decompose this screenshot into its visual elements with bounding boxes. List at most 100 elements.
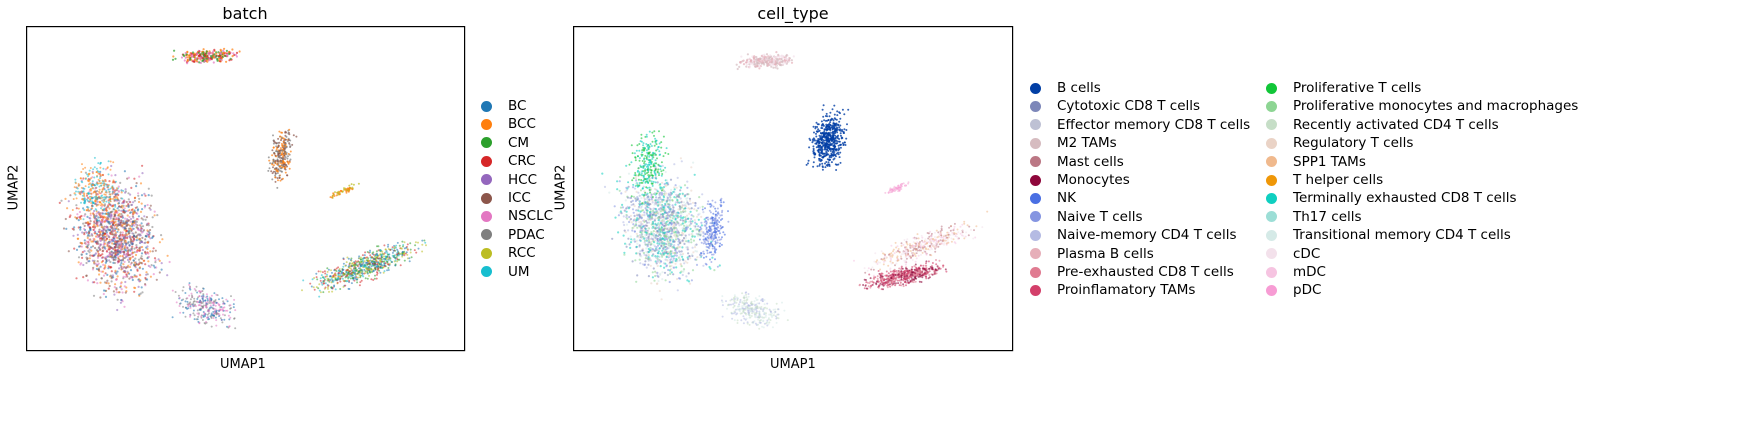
data-point bbox=[198, 61, 201, 64]
data-point bbox=[103, 239, 106, 242]
data-point bbox=[284, 171, 287, 174]
data-point bbox=[697, 225, 700, 228]
data-point bbox=[816, 139, 819, 142]
data-point bbox=[363, 260, 366, 263]
data-point bbox=[98, 247, 101, 250]
data-point bbox=[650, 194, 653, 197]
data-point bbox=[372, 270, 375, 273]
data-point bbox=[417, 247, 420, 250]
data-point bbox=[77, 183, 80, 185]
data-point bbox=[649, 264, 652, 267]
data-point bbox=[841, 130, 844, 133]
data-point bbox=[144, 241, 147, 244]
data-point bbox=[654, 256, 657, 259]
data-point bbox=[124, 210, 127, 213]
data-point bbox=[192, 309, 195, 312]
legend-item: BCC bbox=[481, 115, 536, 133]
data-point bbox=[631, 260, 634, 263]
data-point bbox=[115, 287, 118, 290]
data-point bbox=[101, 182, 104, 185]
legend-label: PDAC bbox=[508, 226, 545, 243]
data-point bbox=[215, 319, 218, 322]
data-point bbox=[824, 139, 827, 142]
data-point bbox=[96, 183, 99, 186]
data-point bbox=[884, 191, 887, 194]
data-point bbox=[133, 247, 136, 250]
data-point bbox=[694, 250, 697, 253]
data-point bbox=[838, 120, 841, 123]
data-point bbox=[140, 194, 144, 197]
data-point bbox=[94, 252, 98, 255]
data-point bbox=[194, 289, 197, 292]
data-point bbox=[113, 229, 116, 232]
data-point bbox=[109, 215, 112, 218]
data-point bbox=[121, 215, 124, 218]
data-point bbox=[785, 53, 788, 57]
data-point bbox=[623, 251, 626, 254]
legend-marker bbox=[481, 229, 492, 241]
data-point bbox=[147, 264, 150, 267]
data-point bbox=[289, 150, 292, 153]
data-point bbox=[674, 184, 677, 187]
data-point bbox=[128, 209, 131, 212]
data-point bbox=[838, 138, 841, 140]
data-point bbox=[58, 201, 61, 204]
data-point bbox=[312, 286, 315, 289]
data-point bbox=[225, 298, 228, 301]
data-point bbox=[278, 176, 281, 179]
data-point bbox=[363, 268, 366, 271]
legend-item: CM bbox=[481, 134, 529, 152]
data-point bbox=[99, 197, 102, 200]
data-point bbox=[769, 62, 772, 65]
data-point bbox=[117, 291, 120, 294]
data-point bbox=[315, 286, 318, 289]
data-point bbox=[336, 279, 339, 282]
data-point bbox=[209, 51, 212, 54]
data-point bbox=[701, 193, 704, 196]
data-point bbox=[843, 141, 846, 144]
data-point bbox=[112, 290, 115, 293]
data-point bbox=[894, 186, 897, 189]
data-point bbox=[369, 271, 372, 274]
data-point bbox=[144, 238, 147, 241]
data-point bbox=[389, 259, 392, 262]
data-point bbox=[151, 216, 154, 219]
data-point bbox=[175, 301, 178, 304]
data-point bbox=[112, 204, 115, 207]
data-point bbox=[80, 253, 83, 256]
data-point bbox=[118, 242, 121, 245]
data-point bbox=[79, 177, 82, 180]
data-point bbox=[114, 231, 117, 234]
data-point bbox=[206, 55, 209, 58]
data-point bbox=[206, 295, 209, 298]
data-point bbox=[88, 260, 91, 263]
data-point bbox=[113, 213, 116, 216]
data-point bbox=[126, 252, 129, 255]
data-point bbox=[683, 184, 687, 187]
data-point bbox=[135, 250, 138, 253]
data-point bbox=[372, 261, 375, 264]
data-point bbox=[678, 224, 681, 227]
batch-yaxis-label: UMAP2 bbox=[6, 164, 22, 211]
data-point bbox=[73, 247, 76, 250]
data-point bbox=[625, 243, 628, 246]
data-point bbox=[105, 212, 108, 215]
data-point bbox=[687, 272, 690, 275]
data-point bbox=[331, 276, 334, 279]
data-point bbox=[814, 125, 817, 128]
data-point bbox=[387, 243, 390, 246]
data-point bbox=[86, 245, 89, 248]
data-point bbox=[158, 241, 161, 244]
data-point bbox=[76, 237, 79, 240]
data-point bbox=[380, 255, 383, 258]
data-point bbox=[320, 281, 323, 284]
data-point bbox=[114, 205, 117, 208]
data-point bbox=[104, 295, 108, 298]
data-point bbox=[96, 260, 99, 263]
data-point bbox=[227, 52, 231, 55]
data-point bbox=[276, 163, 279, 166]
data-point bbox=[206, 60, 209, 63]
data-point bbox=[401, 254, 404, 257]
data-point bbox=[678, 185, 681, 188]
data-point bbox=[686, 226, 689, 229]
